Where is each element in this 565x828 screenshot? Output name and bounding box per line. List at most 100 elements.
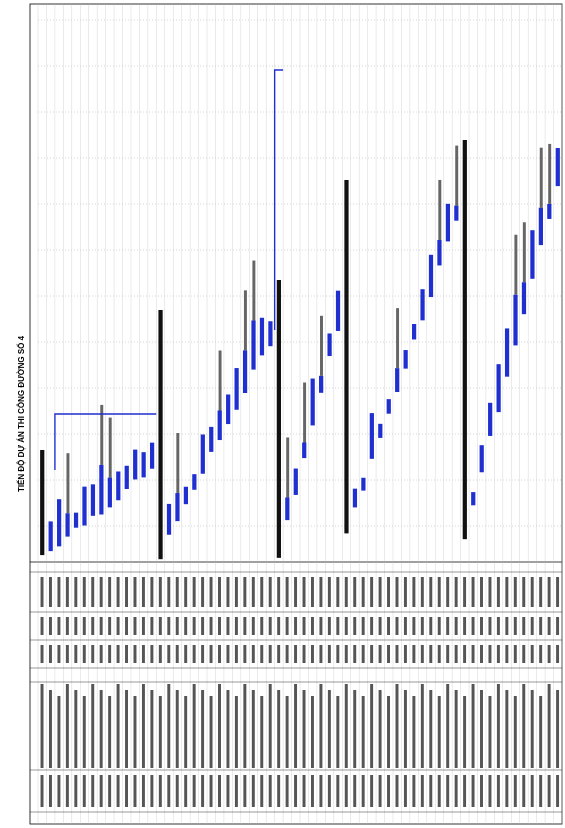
task-bar [471, 492, 476, 506]
cell-text [74, 645, 78, 663]
task-bar [192, 474, 197, 490]
task-bar [378, 423, 383, 438]
cell-text [488, 775, 492, 807]
cell-text [420, 684, 424, 768]
cell-text [556, 645, 560, 663]
task-bar [496, 364, 501, 413]
task-bar [445, 203, 451, 242]
cell-text [74, 577, 78, 607]
cell-text [454, 645, 458, 663]
cell-text [57, 645, 61, 663]
cell-text [158, 617, 162, 635]
cell-text [175, 617, 179, 635]
cell-text [209, 577, 213, 607]
cell-text [218, 577, 221, 607]
cell-text [454, 577, 458, 607]
task-bar [352, 488, 358, 508]
cell-text [218, 645, 221, 663]
cell-text [158, 645, 162, 663]
cell-text [429, 690, 433, 768]
gantt-bars [40, 69, 560, 560]
cell-text [192, 684, 196, 768]
cell-text [65, 645, 69, 663]
cell-text [175, 645, 179, 663]
cell-text [184, 577, 188, 607]
task-bar [209, 426, 214, 452]
cell-text [167, 775, 171, 807]
cell-text [327, 690, 331, 768]
cell-text [133, 645, 137, 663]
cell-text [294, 775, 298, 807]
cell-text [395, 775, 399, 807]
cell-text [108, 696, 112, 768]
cell-text [74, 617, 78, 635]
task-bar [73, 512, 79, 528]
cell-text [65, 617, 69, 635]
cell-text [505, 775, 509, 807]
cell-text [209, 775, 213, 807]
cell-text [547, 617, 551, 635]
cell-text [108, 645, 112, 663]
cell-text [336, 617, 340, 635]
task-bar [335, 290, 341, 331]
cell-text [378, 577, 382, 607]
task-bar [166, 503, 172, 535]
task-bar [57, 499, 62, 547]
cell-text [108, 775, 112, 807]
cell-text [40, 645, 44, 663]
cell-text [522, 617, 526, 635]
cell-text [319, 617, 323, 635]
cell-text [471, 617, 475, 635]
cell-text [116, 617, 120, 635]
cell-text [463, 617, 467, 635]
cell-text [370, 684, 374, 768]
cell-text [454, 617, 458, 635]
cell-text [141, 645, 145, 663]
task-bar [107, 477, 112, 508]
milestone-bar [218, 350, 222, 411]
cell-text [522, 645, 526, 663]
cell-text [361, 775, 365, 807]
cell-text [302, 645, 306, 663]
milestone-bar [455, 145, 459, 206]
cell-text [319, 775, 323, 807]
cell-text [226, 645, 230, 663]
cell-text [496, 645, 500, 663]
cell-text [141, 775, 145, 807]
cell-text [353, 577, 357, 607]
task-bar [513, 294, 518, 346]
cell-text [192, 775, 196, 807]
task-bar [428, 254, 434, 298]
cell-text [496, 617, 500, 635]
cell-text [209, 617, 213, 635]
cell-text [370, 775, 374, 807]
cell-text [260, 577, 264, 607]
task-bar [386, 399, 391, 414]
milestone-bar [438, 179, 442, 240]
cell-text [116, 577, 120, 607]
cell-text [74, 690, 78, 768]
task-bar [268, 321, 273, 347]
cell-text [336, 696, 340, 768]
cell-text [387, 775, 391, 807]
cell-text [310, 645, 314, 663]
cell-text [361, 645, 365, 663]
task-bar [454, 205, 459, 221]
cell-text [243, 775, 247, 807]
cell-text [226, 775, 230, 807]
task-bar [538, 207, 543, 246]
cell-text [344, 577, 348, 607]
cell-text [277, 645, 281, 663]
cell-text [378, 690, 382, 768]
cell-text [65, 577, 69, 607]
cell-text [251, 645, 255, 663]
task-bar [319, 375, 324, 393]
cell-text [226, 617, 230, 635]
cell-text [446, 577, 450, 607]
cell-text [82, 775, 86, 807]
cell-text [446, 684, 450, 768]
cell-text [556, 577, 560, 607]
cell-text [437, 645, 441, 663]
task-bar [82, 486, 87, 526]
milestone-bar [243, 290, 247, 351]
